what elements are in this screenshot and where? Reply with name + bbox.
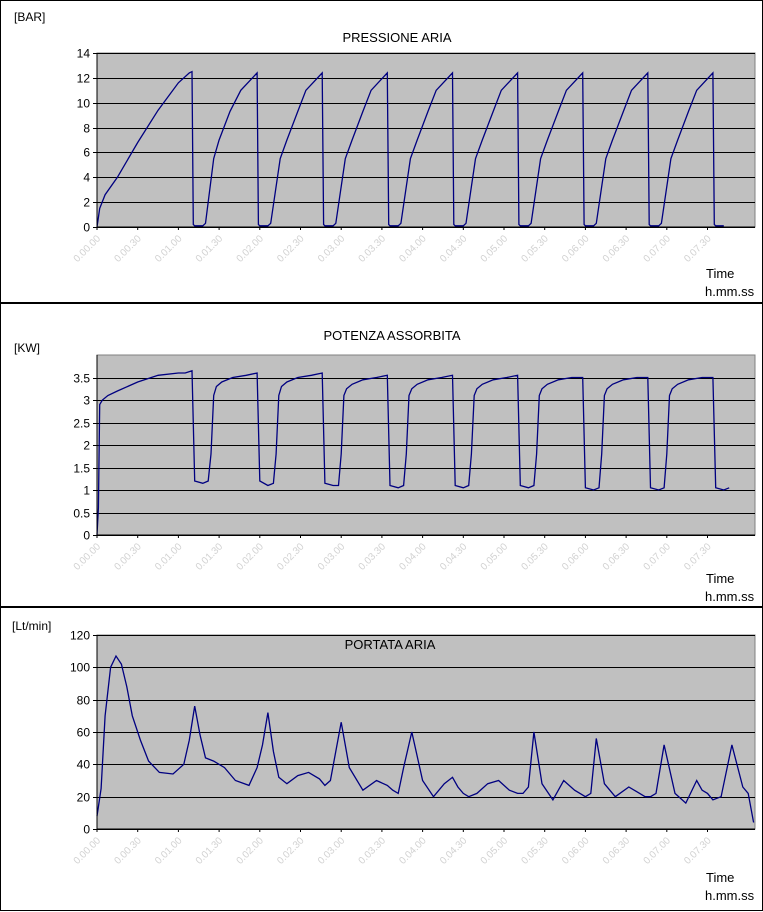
y-axis-unit: [Lt/min]	[12, 619, 51, 633]
y-tick-label: 10	[77, 97, 91, 111]
series-group	[96, 654, 755, 823]
y-axis-unit: [BAR]	[14, 10, 45, 24]
series-group	[96, 369, 730, 536]
chart-panel-potenza-assorbita: 00.511.522.533.5 0.00.00 0.00.30 0.01.00 0.…	[0, 303, 763, 607]
y-tick-label: 2	[83, 439, 90, 453]
y-tick-label: 3	[83, 394, 90, 408]
y-axis-unit: [KW]	[14, 341, 40, 355]
plot-area	[96, 52, 756, 228]
x-axis-label-line-2: h.mm.ss	[705, 284, 755, 299]
series-line	[96, 70, 724, 228]
y-tick-label: 80	[77, 694, 91, 708]
chart-title: POTENZA ASSORBITA	[323, 328, 460, 343]
x-axis-label-line-2: h.mm.ss	[705, 888, 755, 903]
y-tick-label: 4	[83, 171, 90, 185]
y-tick-label: 2	[83, 196, 90, 210]
y-tick-label: 60	[77, 726, 91, 740]
chart-title: PORTATA ARIA	[345, 637, 436, 652]
y-tick-label: 0	[83, 221, 90, 235]
y-tick-label: 120	[70, 629, 90, 643]
x-axis-label-line-1: Time	[706, 870, 734, 885]
y-tick-label: 0.5	[73, 507, 90, 521]
y-tick-label: 40	[77, 758, 91, 772]
x-axis-label-line-2: h.mm.ss	[705, 589, 755, 604]
x-axis-label-line-1: Time	[706, 266, 734, 281]
series-line	[96, 369, 730, 536]
y-tick-label: 14	[77, 47, 91, 61]
y-tick-label: 8	[83, 122, 90, 136]
chart-title: PRESSIONE ARIA	[342, 30, 451, 45]
x-axis-label-line-1: Time	[706, 571, 734, 586]
y-tick-labels: 0 20 40 60 80 100 120	[70, 629, 90, 837]
y-tick-label: 0	[83, 529, 90, 543]
y-tick-label: 20	[77, 791, 91, 805]
y-tick-label: 3.5	[73, 372, 90, 386]
y-tick-label: 0	[83, 823, 90, 837]
series-line	[96, 654, 755, 823]
y-tick-label: 2.5	[73, 417, 90, 431]
y-tick-label: 100	[70, 661, 90, 675]
y-tick-labels: 0 2 4 6 8 10 12 14	[77, 47, 91, 235]
y-tick-labels: 0 0.5 1 1.5 2 2.5 3 3.5	[73, 372, 90, 543]
y-tick-label: 6	[83, 146, 90, 160]
series-group	[96, 70, 724, 228]
y-tick-label: 1.5	[73, 462, 90, 476]
y-tick-label: 12	[77, 72, 91, 86]
y-tick-label: 1	[83, 484, 90, 498]
